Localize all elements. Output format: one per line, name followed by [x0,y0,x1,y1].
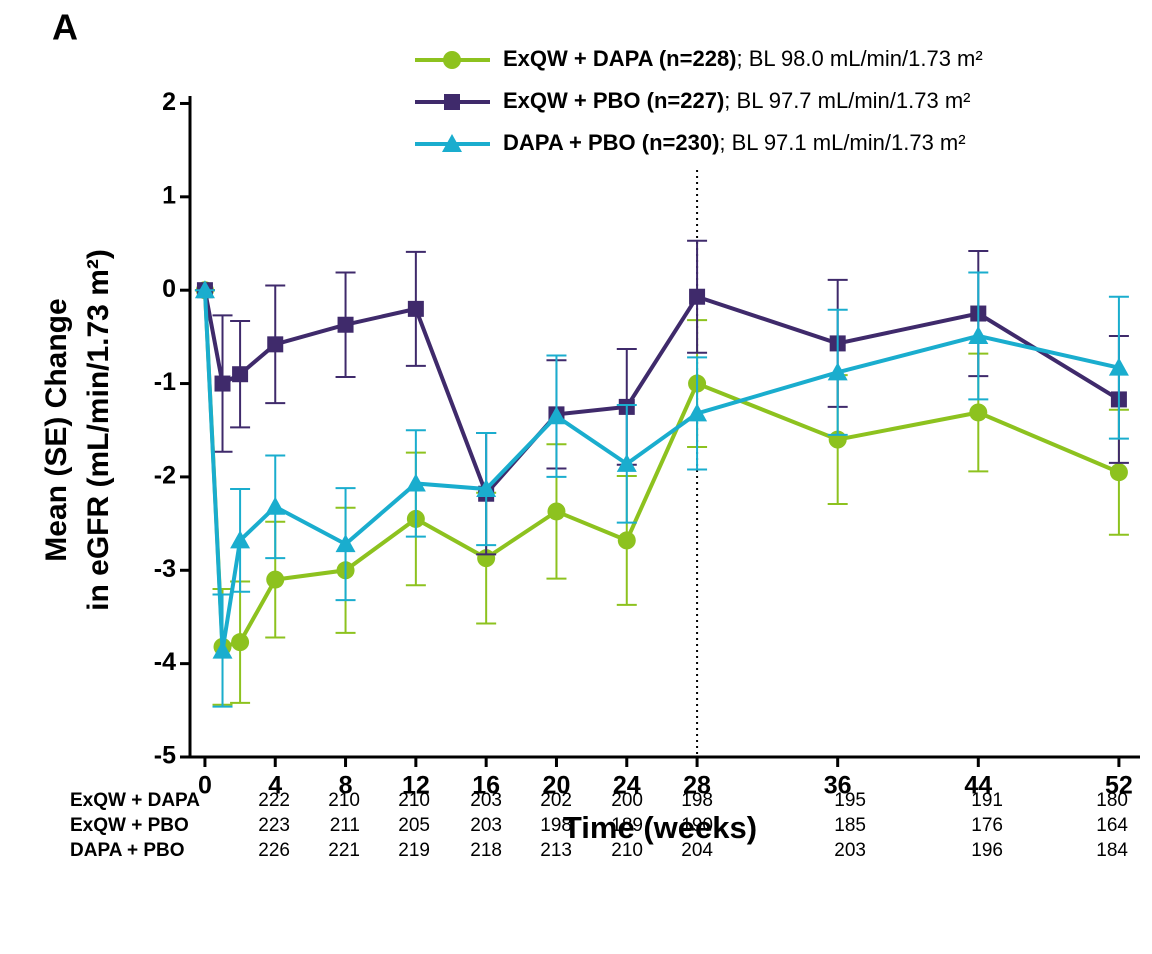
x-axis-title: Time (weeks) [563,810,757,845]
table-cell: 210 [398,790,430,811]
table-cell: 219 [398,840,430,861]
point [1109,463,1128,482]
point [232,366,249,383]
legend-name: ExQW + DAPA (n=228) [503,46,737,71]
point [546,406,567,425]
legend-name: ExQW + PBO (n=227) [503,88,724,113]
y-tick-label: 0 [162,275,176,303]
legend-baseline: ; BL 97.7 mL/min/1.73 m² [724,88,970,113]
table-cell: 210 [611,840,643,861]
table-cell: 164 [1096,815,1128,836]
x-tick-label: 12 [402,772,430,800]
point [617,531,636,550]
table-cell: 204 [681,840,713,861]
x-tick-label: 52 [1105,772,1133,800]
point [616,453,637,472]
y-tick-label: -2 [154,462,176,490]
y-tick-label: 1 [162,181,176,209]
point [443,51,461,69]
table-cell: 200 [611,790,643,811]
legend-name: DAPA + PBO (n=230) [503,130,719,155]
point [827,362,848,381]
table-cell: 211 [330,815,360,836]
table-cell: 218 [470,840,502,861]
table-cell: 221 [328,840,360,861]
x-tick-label: 44 [964,772,992,800]
table-cell: 195 [834,790,866,811]
table-cell: 196 [971,840,1003,861]
table-cell: 213 [540,840,572,861]
y-tick-label: -4 [154,648,176,676]
point [547,502,566,521]
y-tick-label: -5 [154,742,176,770]
table-cell: 203 [470,815,502,836]
table-cell: 222 [258,790,290,811]
x-tick-label: 36 [824,772,852,800]
legend-label: DAPA + PBO (n=230); BL 97.1 mL/min/1.73 … [503,130,966,155]
table-cell: 203 [834,840,866,861]
point [266,570,285,589]
point [476,479,497,498]
legend-label: ExQW + DAPA (n=228); BL 98.0 mL/min/1.73… [503,46,983,71]
x-tick-label: 20 [543,772,571,800]
table-cell: 226 [258,840,290,861]
table-cell: 191 [971,790,1003,811]
legend-baseline: ; BL 97.1 mL/min/1.73 m² [719,130,965,155]
point [337,316,354,333]
table-cell: 189 [611,815,643,836]
table-cell: 180 [1096,790,1128,811]
table-cell: 185 [834,815,866,836]
series [194,271,1129,708]
point [407,300,424,317]
x-tick-label: 24 [613,772,641,800]
table-cell: 202 [540,790,572,811]
table-row-label: ExQW + DAPA [70,790,200,811]
point [405,473,426,492]
point [214,375,231,392]
point [687,403,708,422]
y-tick-label: 2 [162,88,176,116]
table-cell: 176 [971,815,1003,836]
y-tick-label: -1 [154,368,176,396]
y-axis-title: Mean (SE) Change [40,298,73,561]
table-cell: 205 [398,815,430,836]
point [267,336,284,353]
x-tick-label: 8 [339,772,353,800]
point [444,94,460,110]
series [194,281,1129,706]
x-tick-label: 4 [268,772,282,800]
point [689,288,706,305]
point [1108,357,1129,376]
point [442,134,462,152]
table-cell: 198 [681,790,713,811]
table-row-label: ExQW + PBO [70,815,189,836]
legend-label: ExQW + PBO (n=227); BL 97.7 mL/min/1.73 … [503,88,970,113]
table-cell: 203 [470,790,502,811]
table-cell: 210 [328,790,360,811]
table-cell: 223 [258,815,290,836]
point [968,325,989,344]
table-cell: 184 [1096,840,1128,861]
x-tick-label: 16 [472,772,500,800]
point [231,633,250,652]
x-tick-label: 28 [683,772,711,800]
table-cell: 198 [540,815,572,836]
y-axis-title: in eGFR (mL/min/1.73 m²) [82,249,115,611]
y-tick-label: -3 [154,555,176,583]
table-row-label: DAPA + PBO [70,840,185,861]
point [194,280,215,299]
series [194,239,1129,556]
point [969,403,988,422]
point [230,530,251,549]
point [212,640,233,659]
panel-label: A [52,7,78,48]
table-cell: 190 [681,815,713,836]
point [265,496,286,515]
x-tick-label: 0 [198,772,212,800]
point [335,534,356,553]
legend-baseline: ; BL 98.0 mL/min/1.73 m² [737,46,983,71]
